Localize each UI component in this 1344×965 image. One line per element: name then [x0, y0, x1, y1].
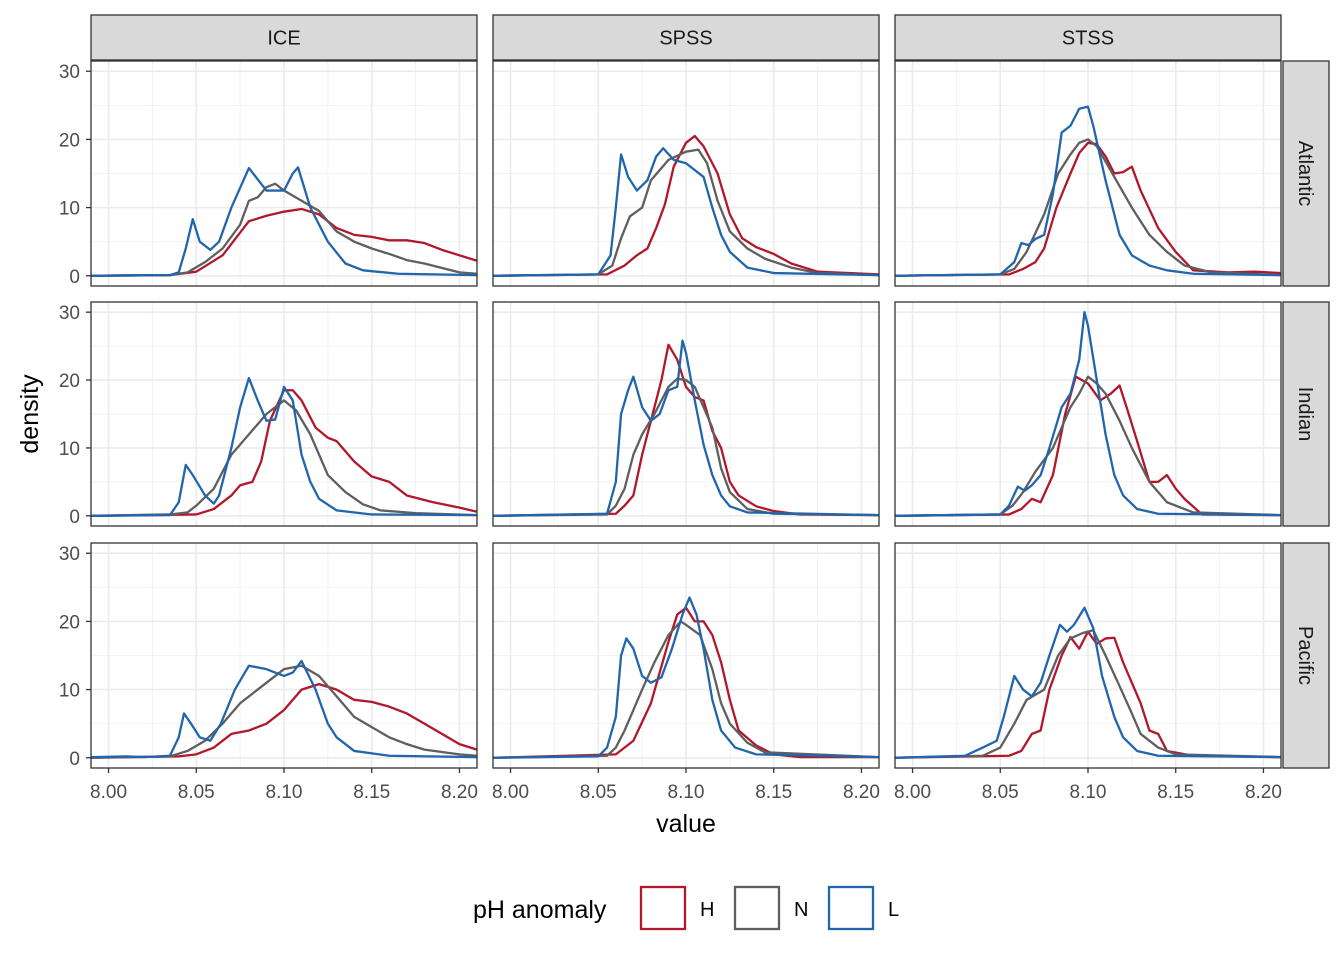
density-line-h-pacific-spss: [492, 606, 879, 759]
legend-label-l: L: [888, 899, 899, 921]
frame-layer: [90, 60, 1282, 769]
density-line-h-pacific-ice: [90, 682, 478, 759]
y-tick-label: 30: [59, 62, 80, 83]
panel-border: [492, 60, 880, 287]
y-axis-title: density: [16, 374, 44, 454]
legend-label-n: N: [794, 899, 808, 921]
panel-border: [90, 301, 478, 527]
panel-atlantic-spss: [493, 61, 879, 286]
strip-col-label: ICE: [267, 28, 300, 50]
density-line-h-atlantic-ice: [90, 207, 478, 277]
density-line-l-pacific-spss: [492, 596, 880, 759]
density-line-l-pacific-ice: [90, 659, 478, 759]
strip-row-label: Atlantic: [1294, 141, 1316, 207]
density-line-l-pacific-stss: [894, 606, 1282, 759]
y-tick-label: 30: [59, 544, 80, 565]
grid-layer: [91, 61, 1281, 768]
strip-col-ice: [90, 14, 478, 61]
density-line-h-atlantic-stss: [894, 141, 1282, 277]
x-tick-label: 8.10: [266, 782, 303, 803]
panel-border: [492, 301, 880, 527]
y-tick-label: 20: [59, 371, 80, 392]
strip-row-label: Pacific: [1294, 626, 1316, 685]
density-line-l-atlantic-stss: [894, 105, 1282, 277]
legend-key-n: [733, 885, 781, 931]
density-line-h-indian-spss: [492, 343, 880, 517]
y-tick-label: 20: [59, 130, 80, 151]
strip-col-label: SPSS: [659, 28, 712, 50]
strip-layer: ICE SPSS STSS Atlantic Indian Pacific: [90, 14, 1330, 769]
density-line-n-atlantic-stss: [894, 138, 1282, 277]
series-layer: [90, 105, 1282, 759]
legend-title: pH anomaly: [473, 896, 607, 924]
y-tick-label: 0: [69, 507, 80, 528]
strip-col-spss: [492, 14, 880, 61]
x-tick-label: 8.00: [492, 782, 529, 803]
density-line-n-pacific-ice: [90, 664, 478, 759]
density-line-l-atlantic-ice: [90, 166, 478, 277]
y-tick-label: 20: [59, 612, 80, 633]
x-axis-title: value: [656, 810, 716, 838]
legend: pH anomaly H N L: [473, 885, 899, 931]
x-tick-label: 8.20: [441, 782, 478, 803]
density-line-l-indian-ice: [90, 376, 478, 517]
strip-row-pacific: [1282, 542, 1330, 769]
density-line-h-indian-ice: [90, 389, 478, 517]
y-tick-label: 0: [69, 267, 80, 288]
x-tick-label: 8.15: [1157, 782, 1194, 803]
panel-indian-stss: [895, 302, 1281, 526]
panel-atlantic-ice: [91, 61, 477, 286]
density-line-h-indian-stss: [894, 375, 1282, 517]
panel-atlantic-stss: [895, 61, 1281, 286]
y-tick-label: 10: [59, 681, 80, 702]
density-line-l-atlantic-spss: [492, 147, 880, 277]
density-line-l-indian-stss: [894, 311, 1282, 517]
x-tick-label: 8.05: [982, 782, 1019, 803]
x-tick-label: 8.15: [353, 782, 390, 803]
y-tick-label: 0: [69, 749, 80, 770]
strip-col-stss: [894, 14, 1282, 61]
x-tick-label: 8.10: [1070, 782, 1107, 803]
axes-layer: 0 10 20 30 0 10 20 30 0 10 20 30 8.00 8.05 8.10 8.15 8.2…: [59, 62, 1282, 803]
density-line-n-pacific-stss: [894, 629, 1282, 759]
strip-row-atlantic: [1282, 60, 1330, 287]
x-tick-label: 8.00: [90, 782, 127, 803]
legend-key-h: [639, 885, 687, 931]
x-tick-label: 8.15: [755, 782, 792, 803]
x-tick-label: 8.00: [894, 782, 931, 803]
y-tick-label: 10: [59, 439, 80, 460]
panel-indian-spss: [493, 302, 879, 526]
density-line-n-indian-stss: [894, 375, 1282, 517]
panel-indian-ice: [91, 302, 477, 526]
x-tick-label: 8.20: [843, 782, 880, 803]
x-tick-label: 8.05: [580, 782, 617, 803]
panel-border: [894, 60, 1282, 287]
panel-border: [894, 301, 1282, 527]
y-tick-label: 10: [59, 199, 80, 220]
x-tick-label: 8.10: [668, 782, 705, 803]
density-line-h-atlantic-spss: [492, 134, 880, 277]
x-tick-label: 8.05: [178, 782, 215, 803]
legend-key-l: [827, 885, 875, 931]
y-tick-label: 30: [59, 303, 80, 324]
strip-row-indian: [1282, 301, 1330, 527]
density-line-l-indian-spss: [492, 339, 880, 517]
x-tick-label: 8.20: [1245, 782, 1282, 803]
strip-row-label: Indian: [1294, 387, 1316, 442]
density-line-n-atlantic-spss: [492, 148, 880, 277]
strip-col-label: STSS: [1062, 28, 1114, 50]
panel-border: [90, 60, 478, 287]
legend-label-h: H: [700, 899, 714, 921]
panel-pacific-stss: [895, 543, 1281, 768]
panel-pacific-ice: [91, 543, 477, 768]
panel-pacific-spss: [493, 543, 879, 768]
